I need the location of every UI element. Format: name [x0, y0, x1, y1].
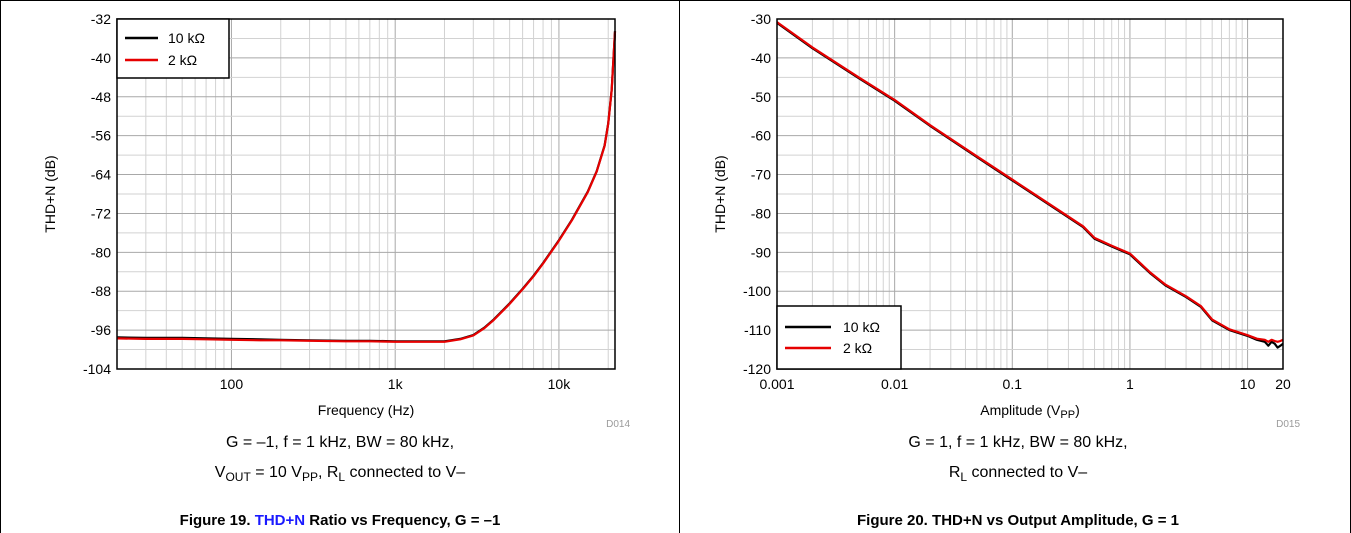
chart1-series-group: [116, 31, 617, 343]
y-tick-label: -80: [91, 244, 111, 260]
chart2-legend: 10 kΩ 2 kΩ: [776, 305, 902, 370]
y-tick-label: -120: [743, 361, 771, 377]
chart2-figure-code: D015: [1276, 419, 1300, 430]
chart2-y-axis-label: THD+N (dB): [712, 155, 728, 232]
y-tick-label: -88: [91, 283, 111, 299]
y-tick-label: -30: [751, 11, 771, 27]
series-line-2k: [116, 31, 617, 343]
x-tick-label: 100: [220, 376, 244, 392]
chart1-figure-caption: Figure 19. THD+N Ratio vs Frequency, G =…: [180, 512, 501, 529]
chart-thdn-vs-amplitude: -120-110-100-90-80-70-60-50-40-30 0.001 0…: [712, 11, 1300, 529]
chart2-legend-box: [776, 305, 902, 370]
x-tick-label: 1k: [388, 376, 404, 392]
x-tick-label: 0.1: [1003, 376, 1023, 392]
x-tick-label: 0.01: [881, 376, 908, 392]
chart1-y-ticks: -104 -96 -88 -80 -72 -64 -56 -48 -40 -32: [83, 11, 111, 377]
chart1-conditions-line2: VOUT = 10 VPP, RL connected to V–: [215, 464, 466, 484]
y-tick-label: -72: [91, 205, 111, 221]
series-line-10k: [776, 22, 1284, 349]
chart1-plot-frame: [116, 18, 616, 370]
chart2-plot-frame: [776, 18, 1284, 370]
chart2-legend-label-10k: 10 kΩ: [843, 319, 880, 335]
chart1-legend-label-2k: 2 kΩ: [168, 52, 197, 68]
y-tick-label: -70: [751, 167, 771, 183]
y-tick-label: -80: [751, 205, 771, 221]
series-line-2k: [776, 21, 1284, 343]
thdn-link[interactable]: THD+N: [255, 512, 305, 529]
y-tick-label: -100: [743, 283, 771, 299]
chart2-x-ticks: 0.001 0.01 0.1 1 10 20: [759, 376, 1291, 392]
chart2-figure-caption: Figure 20. THD+N vs Output Amplitude, G …: [857, 512, 1179, 529]
x-tick-label: 20: [1275, 376, 1291, 392]
y-tick-label: -32: [91, 11, 111, 27]
chart2-x-axis-label: Amplitude (VPP): [980, 402, 1080, 421]
x-tick-label: 1: [1126, 376, 1134, 392]
y-tick-label: -56: [91, 128, 111, 144]
chart2-series-group: [776, 21, 1284, 349]
chart1-legend: 10 kΩ 2 kΩ: [116, 18, 230, 79]
chart2-y-ticks: -120 -110 -100 -90 -80 -70 -60 -50 -40 -30: [743, 11, 771, 377]
chart1-conditions-line1: G = –1, f = 1 kHz, BW = 80 kHz,: [226, 434, 454, 451]
y-tick-label: -48: [91, 89, 111, 105]
x-tick-label: 10k: [548, 376, 572, 392]
y-tick-label: -64: [91, 167, 111, 183]
chart2-conditions-line1: G = 1, f = 1 kHz, BW = 80 kHz,: [908, 434, 1127, 451]
chart1-x-axis-label: Frequency (Hz): [318, 402, 414, 418]
x-tick-label: 0.001: [759, 376, 794, 392]
y-tick-label: -40: [751, 50, 771, 66]
y-tick-label: -90: [751, 244, 771, 260]
y-tick-label: -40: [91, 50, 111, 66]
chart1-y-axis-label: THD+N (dB): [42, 155, 58, 232]
chart1-figure-code: D014: [606, 419, 630, 430]
chart2-legend-label-2k: 2 kΩ: [843, 340, 872, 356]
y-tick-label: -110: [744, 322, 771, 338]
chart1-legend-box: [116, 18, 230, 79]
y-tick-label: -96: [91, 322, 111, 338]
y-tick-label: -104: [83, 361, 111, 377]
y-tick-label: -50: [751, 89, 771, 105]
chart2-conditions-line2: RL connected to V–: [949, 464, 1087, 484]
chart1-legend-label-10k: 10 kΩ: [168, 30, 205, 46]
y-tick-label: -60: [751, 128, 771, 144]
chart1-x-ticks: 100 1k 10k: [220, 376, 571, 392]
x-tick-label: 10: [1240, 376, 1256, 392]
chart-thdn-vs-frequency: -104 -96 -88 -80 -72 -64 -56 -48 -40 -32 100 1k 10k…: [42, 11, 630, 529]
